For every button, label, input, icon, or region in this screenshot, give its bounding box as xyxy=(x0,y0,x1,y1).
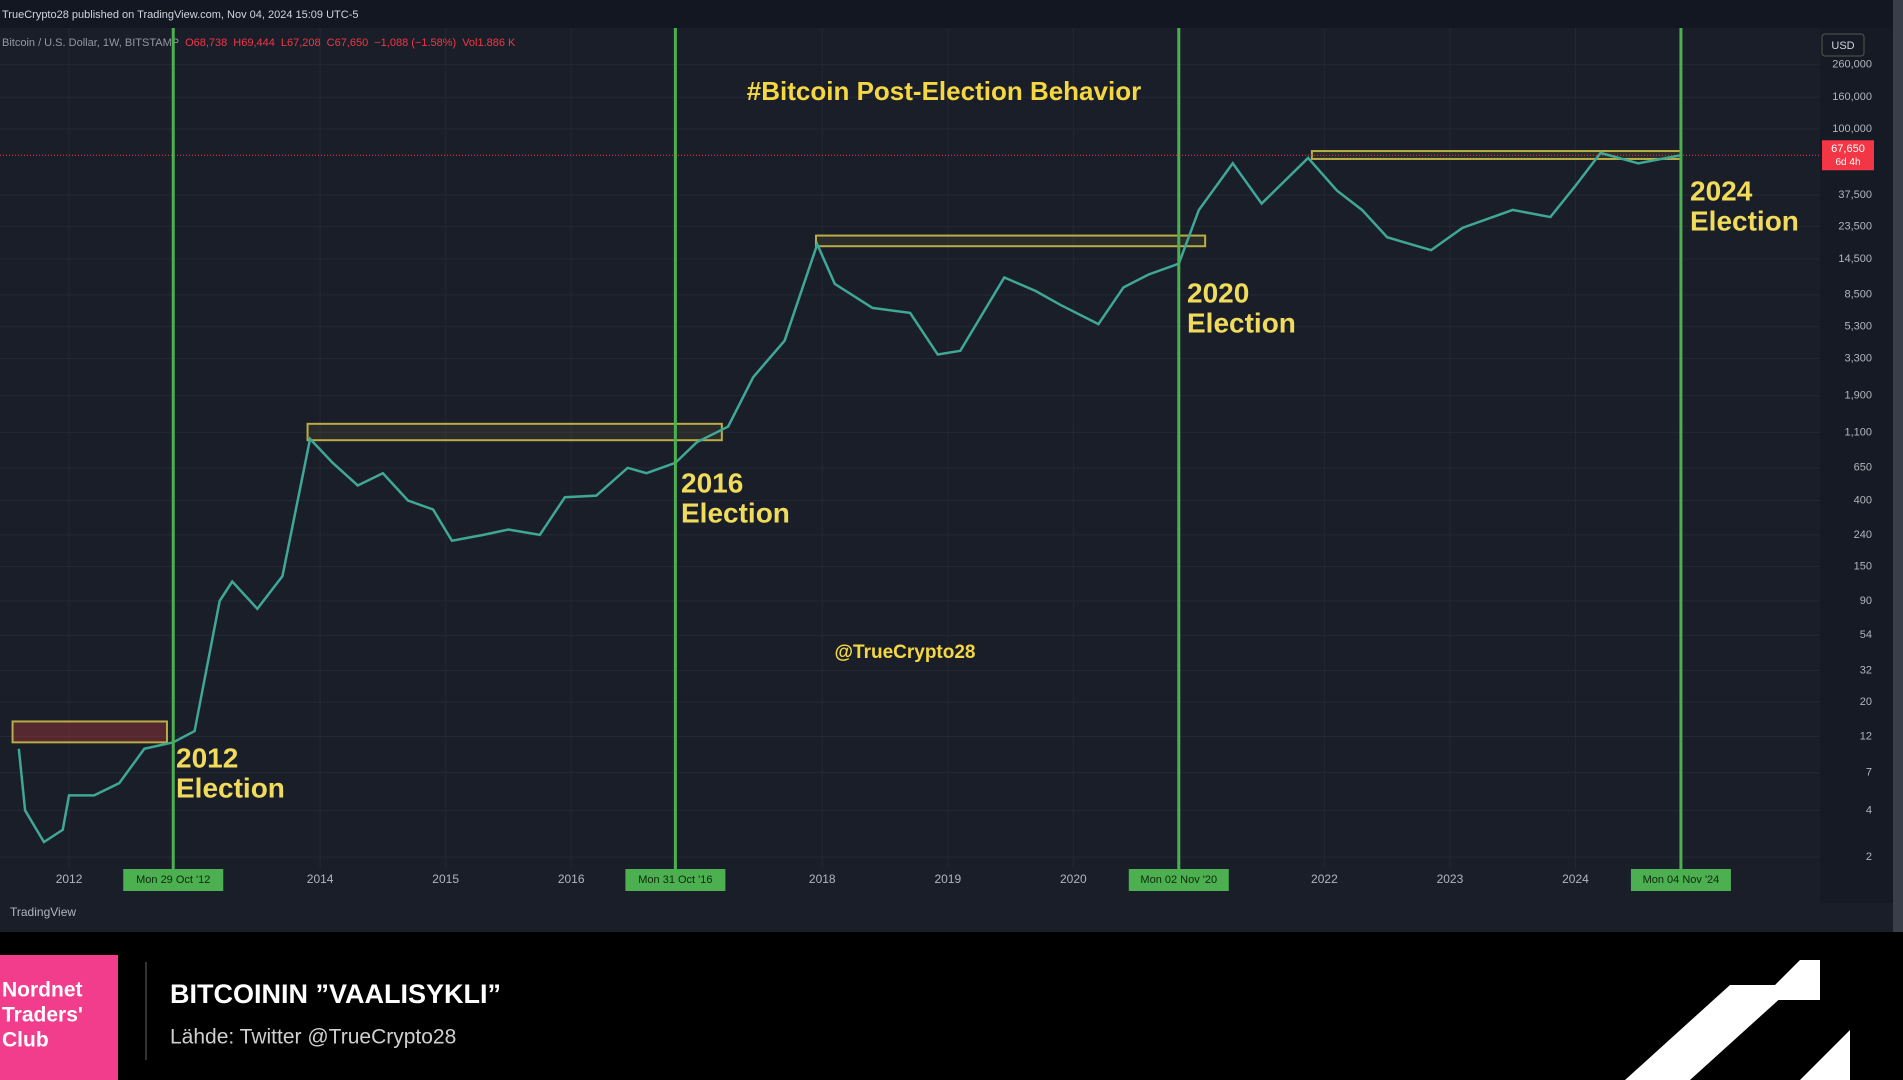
published: TrueCrypto28 published on TradingView.co… xyxy=(2,9,358,21)
date-label: Mon 04 Nov '24 xyxy=(1643,874,1720,886)
brand-line: Club xyxy=(2,1029,49,1052)
y-tick-label: 12 xyxy=(1860,730,1872,742)
date-label: Mon 29 Oct '12 xyxy=(136,874,210,886)
banner xyxy=(0,932,1903,1080)
election-label: 2012 xyxy=(176,742,238,773)
ohlc: Vol1.886 K xyxy=(462,37,516,49)
ohlc: C67,650 xyxy=(327,37,369,49)
price-series xyxy=(17,151,1682,844)
y-tick-label: 14,500 xyxy=(1838,253,1872,265)
y-tick-label: 23,500 xyxy=(1838,220,1872,232)
x-tick-label: 2018 xyxy=(809,872,836,886)
banner-source: Lähde: Twitter @TrueCrypto28 xyxy=(170,1026,456,1049)
zone xyxy=(1310,150,1682,160)
x-tick-label: 2022 xyxy=(1311,872,1338,886)
currency-box xyxy=(1821,33,1865,57)
header-bar xyxy=(0,0,1893,28)
brand: TradingView xyxy=(10,905,76,919)
y-tick-label: 150 xyxy=(1854,560,1872,572)
x-tick-label: 2019 xyxy=(934,872,961,886)
y-tick-label: 100,000 xyxy=(1832,123,1872,135)
x-tick-label: 2020 xyxy=(1060,872,1087,886)
date-box xyxy=(1630,869,1731,891)
date-box xyxy=(625,869,726,891)
y-tick-label: 5,300 xyxy=(1844,321,1872,333)
price-tag xyxy=(1822,140,1874,171)
chart-title: #Bitcoin Post-Election Behavior xyxy=(747,76,1141,106)
zone xyxy=(306,422,723,442)
brand-box xyxy=(0,955,118,1080)
date-box xyxy=(123,869,224,891)
date-box xyxy=(1128,869,1229,891)
ohlc: O68,738 xyxy=(185,37,227,49)
x-tick-label: 2023 xyxy=(1437,872,1464,886)
logo xyxy=(1760,960,1820,1000)
watermark: @TrueCrypto28 xyxy=(834,642,975,663)
x-tick-label: 2016 xyxy=(558,872,585,886)
price-axis xyxy=(1820,28,1893,903)
election-label: 2016 xyxy=(681,467,743,498)
banner-title: BITCOININ ”VAALISYKLI” xyxy=(170,979,501,1009)
date-label: Mon 02 Nov '20 xyxy=(1140,874,1217,886)
symbol: Bitcoin / U.S. Dollar, 1W, BITSTAMP xyxy=(2,37,179,49)
x-tick-label: 2015 xyxy=(432,872,459,886)
y-tick-label: 260,000 xyxy=(1832,59,1872,71)
election-label: Election xyxy=(1690,205,1799,236)
election-label: Election xyxy=(681,497,790,528)
y-tick-label: 90 xyxy=(1860,595,1872,607)
y-tick-label: 240 xyxy=(1854,529,1872,541)
logo xyxy=(1800,1030,1850,1080)
y-tick-label: 2 xyxy=(1866,851,1872,863)
x-tick-label: 2024 xyxy=(1562,872,1589,886)
ohlc: −1,088 (−1.58%) xyxy=(374,37,456,49)
y-tick-label: 32 xyxy=(1860,664,1872,676)
election-label: 2024 xyxy=(1690,175,1753,206)
y-tick-label: 1,900 xyxy=(1844,390,1872,402)
logo xyxy=(1625,985,1795,1080)
brand-line: Nordnet xyxy=(2,979,83,1002)
y-tick-label: 650 xyxy=(1854,462,1872,474)
ohlc: L67,208 xyxy=(281,37,321,49)
election-label: 2020 xyxy=(1187,277,1249,308)
price-tag-countdown: 6d 4h xyxy=(1835,157,1860,168)
election-label: Election xyxy=(1187,307,1296,338)
y-tick-label: 54 xyxy=(1860,629,1872,641)
y-tick-label: 8,500 xyxy=(1844,289,1872,301)
y-tick-label: 4 xyxy=(1866,804,1872,816)
y-tick-label: 1,100 xyxy=(1844,426,1872,438)
y-tick-label: 37,500 xyxy=(1838,189,1872,201)
zone xyxy=(11,720,168,744)
y-tick-label: 160,000 xyxy=(1832,91,1872,103)
edge xyxy=(1893,0,1903,932)
zone xyxy=(814,234,1207,248)
date-label: Mon 31 Oct '16 xyxy=(638,874,712,886)
x-tick-label: 2014 xyxy=(307,872,334,886)
ohlc: H69,444 xyxy=(233,37,275,49)
price-tag-value: 67,650 xyxy=(1831,143,1865,155)
brand-line: Traders' xyxy=(2,1004,83,1027)
y-tick-label: 20 xyxy=(1860,696,1872,708)
election-label: Election xyxy=(176,772,285,803)
x-tick-label: 2012 xyxy=(56,872,83,886)
y-tick-label: 3,300 xyxy=(1844,352,1872,364)
y-tick-label: 7 xyxy=(1866,767,1872,779)
y-tick-label: 400 xyxy=(1854,494,1872,506)
currency: USD xyxy=(1831,40,1854,52)
